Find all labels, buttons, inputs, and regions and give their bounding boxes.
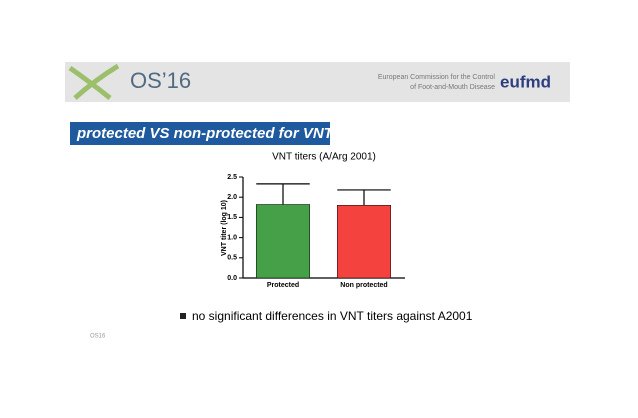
- logo-mark: [68, 63, 120, 100]
- org-line: of Foot-and-Mouth Disease: [410, 84, 495, 91]
- bullet-text: no significant differences in VNT titers…: [192, 309, 473, 323]
- brand: eufmd: [500, 72, 551, 91]
- x-tick-label: Protected: [267, 282, 299, 289]
- header-band: [65, 62, 570, 102]
- y-tick-label: 0.0: [227, 275, 237, 282]
- y-tick-label: 1.0: [227, 234, 237, 241]
- chart-title: VNT titers (A/Arg 2001): [272, 152, 376, 163]
- y-tick-label: 2.5: [227, 174, 237, 181]
- x-tick-label: Non protected: [340, 282, 387, 289]
- bar: [337, 205, 391, 279]
- y-tick-label: 2.0: [227, 194, 237, 201]
- bar: [256, 204, 310, 279]
- footer: OS16: [90, 334, 106, 340]
- title-box: [70, 122, 330, 145]
- y-tick-label: 1.5: [227, 214, 237, 221]
- slide-title: protected VS non-protected for VNT: [76, 125, 335, 142]
- y-axis-label: VNT titer (log 10): [221, 200, 228, 256]
- org-line: European Commission for the Control: [378, 74, 496, 81]
- logo-text: OS’16: [130, 68, 191, 93]
- bullet-marker: [180, 313, 186, 319]
- y-tick-label: 0.5: [227, 255, 237, 262]
